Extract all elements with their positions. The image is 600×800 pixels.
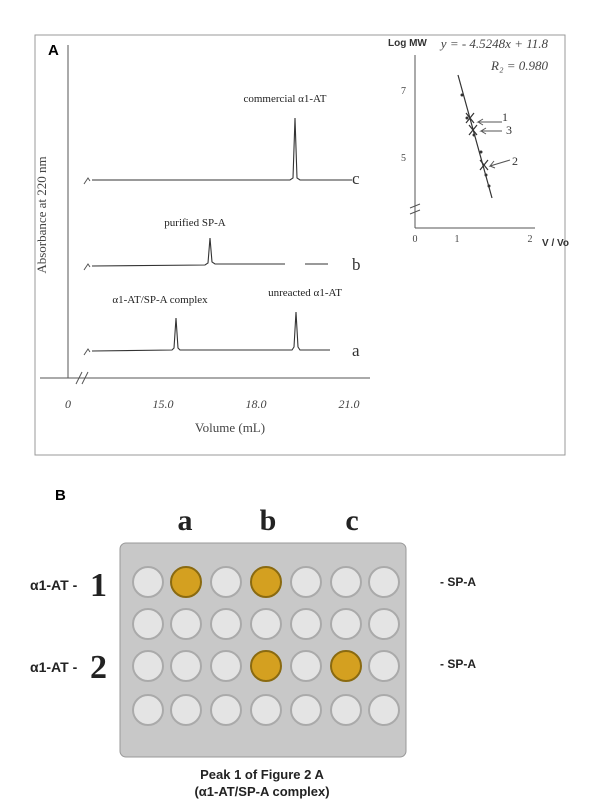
row-prefix: α1-AT - <box>30 577 78 593</box>
inset-x-tick-label: 1 <box>455 234 460 245</box>
well-positive <box>250 650 282 682</box>
point <box>484 173 488 177</box>
well <box>132 650 164 682</box>
annotation: unreacted α1-AT <box>268 287 342 299</box>
wells <box>132 566 400 726</box>
well <box>250 608 282 640</box>
x-tick-label: 21.0 <box>339 397 360 411</box>
row-number: 1 <box>90 567 107 604</box>
inset-y-label: Log MW <box>388 38 427 49</box>
inset-x-tick-label: 2 <box>528 234 533 245</box>
well <box>290 650 322 682</box>
well <box>210 694 242 726</box>
well <box>250 694 282 726</box>
annotation: α1-AT/SP-A complex <box>112 294 208 306</box>
panel-a-frame <box>34 34 566 456</box>
well <box>210 566 242 598</box>
well-positive <box>170 566 202 598</box>
well <box>368 608 400 640</box>
well <box>290 608 322 640</box>
well <box>170 694 202 726</box>
well <box>210 650 242 682</box>
y-axis-label: Absorbance at 220 nm <box>34 156 49 273</box>
column-label: c <box>345 504 358 537</box>
trace-label: b <box>352 255 361 274</box>
trace-label: c <box>352 169 360 188</box>
trace-c <box>92 117 352 181</box>
cross-marks <box>465 112 489 171</box>
inset-y-tick-label: 7 <box>401 86 406 97</box>
row-number: 2 <box>90 649 107 686</box>
point <box>465 116 469 120</box>
r-squared: R₂ = 0.980 <box>490 58 548 73</box>
panel-label: A <box>48 42 59 59</box>
row-suffix: - SP-A <box>440 657 476 671</box>
inset-points <box>460 93 491 188</box>
caption: Peak 1 of Figure 2 A <box>200 767 324 782</box>
inset-axis-break <box>409 203 421 215</box>
well <box>210 608 242 640</box>
well <box>290 694 322 726</box>
well <box>170 608 202 640</box>
axis-break <box>75 371 89 385</box>
arrow-label: 2 <box>512 154 518 168</box>
well <box>132 694 164 726</box>
x-tick-label: 18.0 <box>246 397 267 411</box>
well-positive <box>250 566 282 598</box>
annotation: commercial α1-AT <box>243 93 326 105</box>
trace-a <box>91 311 330 352</box>
well-positive <box>330 650 362 682</box>
well <box>368 566 400 598</box>
trace-break <box>83 177 91 356</box>
x-axis-label: Volume (mL) <box>195 420 265 435</box>
well <box>330 566 362 598</box>
x-tick-label: 0 <box>65 397 71 411</box>
x-tick-label: 15.0 <box>153 397 174 411</box>
column-label: b <box>260 504 277 537</box>
row-prefix: α1-AT - <box>30 659 78 675</box>
caption: (α1-AT/SP-A complex) <box>194 784 329 799</box>
arrows <box>476 118 511 169</box>
row-suffix: - SP-A <box>440 575 476 589</box>
point <box>460 93 464 97</box>
arrow-label: 1 <box>502 110 508 124</box>
point <box>487 184 491 188</box>
well <box>290 566 322 598</box>
well <box>132 566 164 598</box>
arrow-label: 3 <box>506 123 512 137</box>
fit-line <box>457 74 493 199</box>
inset-y-tick-label: 5 <box>401 153 406 164</box>
well <box>132 608 164 640</box>
well <box>330 694 362 726</box>
panel-label: B <box>55 487 66 504</box>
inset-x-label: V / Vo <box>542 238 569 249</box>
trace-b <box>91 237 328 267</box>
column-label: a <box>178 504 193 537</box>
equation: y = - 4.5248x + 11.8 <box>439 36 549 51</box>
trace-label: a <box>352 341 360 360</box>
well <box>170 650 202 682</box>
point <box>479 150 483 154</box>
well <box>330 608 362 640</box>
inset-x-tick-label: 0 <box>413 234 418 245</box>
point <box>472 133 476 137</box>
annotation: purified SP-A <box>164 217 225 229</box>
well <box>368 694 400 726</box>
well <box>368 650 400 682</box>
